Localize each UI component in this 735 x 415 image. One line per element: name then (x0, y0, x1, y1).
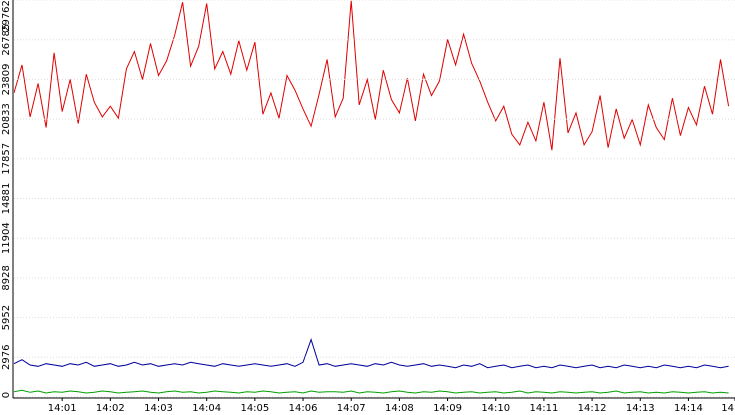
x-tick-label: 14:14 (674, 403, 703, 414)
x-tick-label: 14:09 (433, 403, 462, 414)
x-tick-label: 14:03 (144, 403, 173, 414)
y-tick-label: 23809 (1, 64, 12, 96)
x-tick-label: 14:06 (289, 403, 318, 414)
y-tick-label: 0 (1, 392, 12, 398)
y-tick-label: 26785 (1, 24, 12, 56)
x-tick-label: 14:12 (578, 403, 607, 414)
x-tick-label: 14:10 (481, 403, 510, 414)
y-tick-label: 5952 (1, 305, 12, 330)
y-tick-label: 29762 (1, 0, 12, 32)
x-tick-label: 14:07 (337, 403, 366, 414)
plot-area (14, 0, 730, 394)
y-tick-label: 8928 (1, 265, 12, 290)
x-tick-label: 14:04 (192, 403, 221, 414)
series-line (14, 389, 729, 394)
x-tick-label: 14:11 (529, 403, 558, 414)
series-line (14, 338, 729, 369)
series-line (14, 0, 730, 151)
y-tick-label: 17857 (1, 143, 12, 175)
x-tick-label: 14:13 (626, 403, 655, 414)
y-tick-label: 14881 (1, 183, 12, 215)
x-tick-label: 14:05 (240, 403, 269, 414)
y-tick-label: 2976 (1, 345, 12, 370)
x-tick-label: 14 (721, 403, 734, 414)
y-tick-label: 20833 (1, 103, 12, 135)
x-tick-label: 14:02 (96, 403, 125, 414)
x-tick-label: 14:08 (385, 403, 414, 414)
y-tick-label: 11904 (1, 222, 12, 254)
x-tick-label: 14:01 (48, 403, 77, 414)
